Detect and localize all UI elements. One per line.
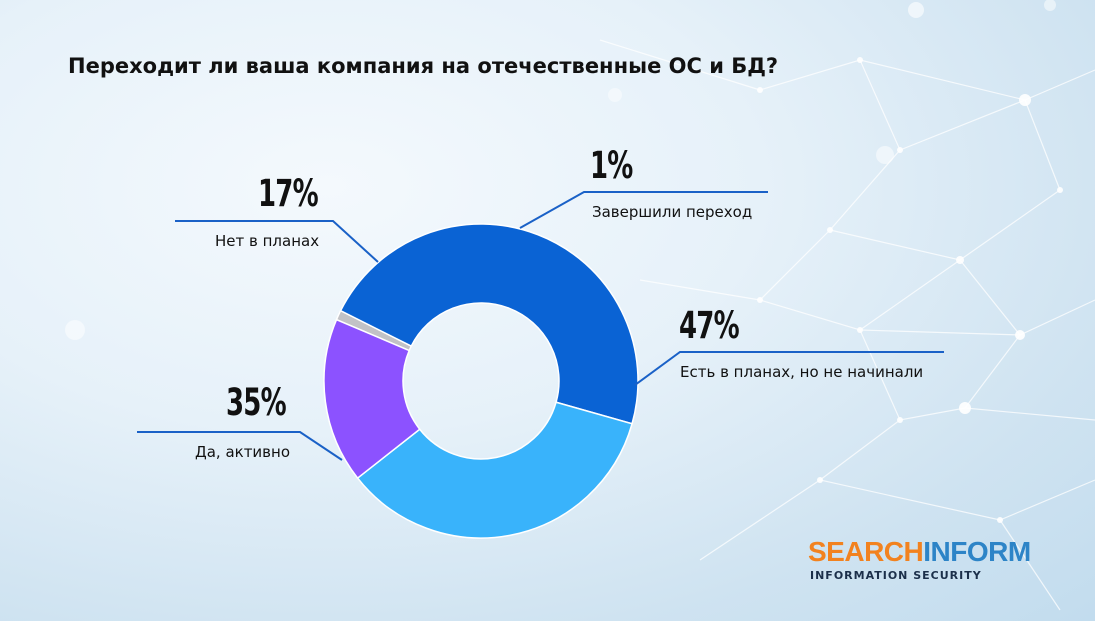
donut-slice-active [356, 401, 633, 539]
slice-value-active: 35% [226, 381, 287, 424]
chart-title: Переходит ли ваша компания на отечествен… [68, 54, 779, 78]
slice-label-planned: Есть в планах, но не начинали [680, 363, 924, 381]
donut-slice-not-planned [323, 318, 421, 480]
slice-label-not-planned: Нет в планах [215, 232, 320, 250]
brand-tagline: INFORMATION SECURITY [810, 569, 982, 582]
donut-slice-planned [339, 223, 639, 425]
slice-value-planned: 47% [679, 304, 740, 347]
brand-logo: SEARCHINFORM [808, 536, 1031, 567]
leader-line-completed [519, 191, 768, 229]
slice-value-not-planned: 17% [258, 172, 319, 215]
leader-line-active [137, 431, 343, 461]
slice-value-completed: 1% [590, 144, 633, 187]
slice-label-completed: Завершили переход [592, 203, 753, 221]
leader-line-planned [634, 351, 944, 386]
slice-label-active: Да, активно [195, 443, 291, 461]
leader-line-not-planned [175, 220, 379, 263]
